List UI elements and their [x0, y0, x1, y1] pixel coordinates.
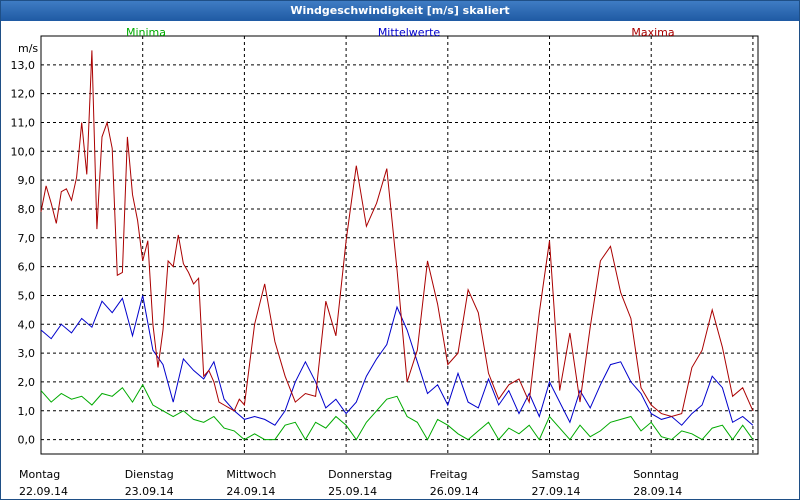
y-tick-label: 12,0 — [11, 88, 36, 101]
x-day-label: Mittwoch — [226, 468, 276, 481]
x-date-label: 27.09.14 — [532, 485, 581, 498]
y-tick-label: 4,0 — [18, 318, 36, 331]
y-tick-label: 10,0 — [11, 145, 36, 158]
y-tick-label: 2,0 — [18, 376, 36, 389]
legend-entry: Minima — [126, 26, 166, 39]
series-line-minima — [40, 383, 754, 441]
x-date-label: 28.09.14 — [633, 485, 682, 498]
x-day-label: Samstag — [532, 468, 580, 481]
y-tick-label: 11,0 — [11, 116, 36, 129]
x-day-label: Dienstag — [125, 468, 174, 481]
x-date-label: 25.09.14 — [328, 485, 377, 498]
y-tick-label: 7,0 — [18, 232, 36, 245]
legend-entry: Maxima — [631, 26, 674, 39]
x-day-label: Sonntag — [633, 468, 679, 481]
y-tick-label: 9,0 — [18, 174, 36, 187]
x-date-label: 22.09.14 — [19, 485, 68, 498]
x-date-label: 23.09.14 — [125, 485, 174, 498]
y-tick-label: 0,0 — [18, 434, 36, 447]
y-tick-label: 13,0 — [11, 59, 36, 72]
x-day-label: Montag — [19, 468, 60, 481]
x-date-label: 24.09.14 — [226, 485, 275, 498]
wind-speed-chart: 0,0 1,0 2,0 3,0 4,0 5,0 6,0 7,0 8,0 9,0 10,0 11,0 12… — [11, 26, 759, 498]
series-line-mittelwerte — [40, 295, 754, 426]
y-tick-label: 8,0 — [18, 203, 36, 216]
y-tick-label: 3,0 — [18, 347, 36, 360]
plot-area — [40, 35, 759, 455]
x-day-label: Donnerstag — [328, 468, 392, 481]
window-title: Windgeschwindigkeit [m/s] skaliert — [1, 1, 799, 21]
y-tick-label: 5,0 — [18, 289, 36, 302]
y-axis-label: m/s — [18, 42, 38, 55]
legend-entry: Mittelwerte — [378, 26, 441, 39]
x-date-label: 26.09.14 — [430, 485, 479, 498]
y-tick-label: 1,0 — [18, 405, 36, 418]
x-day-label: Freitag — [430, 468, 468, 481]
series-line-maxima — [40, 50, 754, 418]
y-tick-label: 6,0 — [18, 261, 36, 274]
